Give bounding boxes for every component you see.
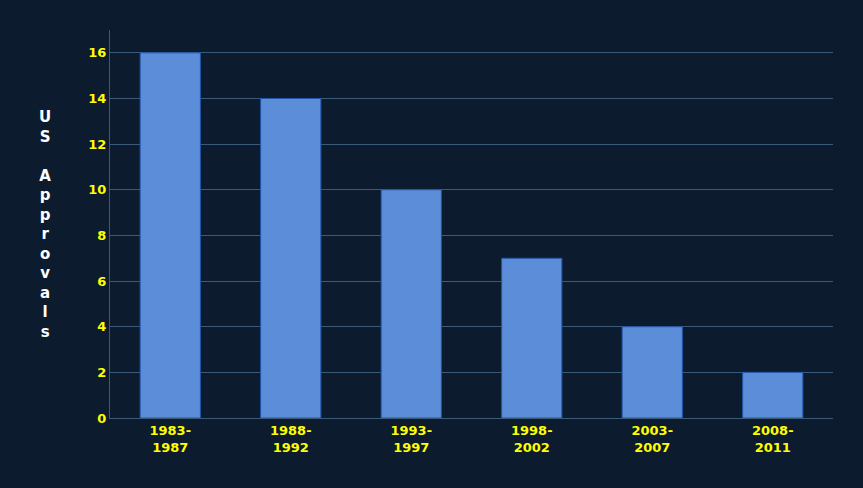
svg-text:10: 10 bbox=[88, 182, 106, 197]
svg-text:8: 8 bbox=[97, 228, 106, 243]
svg-text:0: 0 bbox=[97, 411, 106, 426]
svg-text:2008-2011: 2008-2011 bbox=[752, 423, 794, 455]
svg-text:4: 4 bbox=[97, 319, 106, 334]
svg-text:12: 12 bbox=[88, 137, 106, 152]
svg-text:14: 14 bbox=[88, 91, 106, 106]
svg-text:1998-2002: 1998-2002 bbox=[511, 423, 553, 455]
svg-text:2003-2007: 2003-2007 bbox=[631, 423, 673, 455]
svg-text:USApprovals: USApprovals bbox=[39, 108, 51, 341]
svg-text:16: 16 bbox=[88, 45, 106, 60]
svg-text:6: 6 bbox=[97, 274, 106, 289]
svg-text:2: 2 bbox=[97, 365, 106, 380]
svg-text:1983-1987: 1983-1987 bbox=[149, 423, 191, 455]
svg-text:1988-1992: 1988-1992 bbox=[270, 423, 312, 455]
svg-text:1993-1997: 1993-1997 bbox=[390, 423, 432, 455]
